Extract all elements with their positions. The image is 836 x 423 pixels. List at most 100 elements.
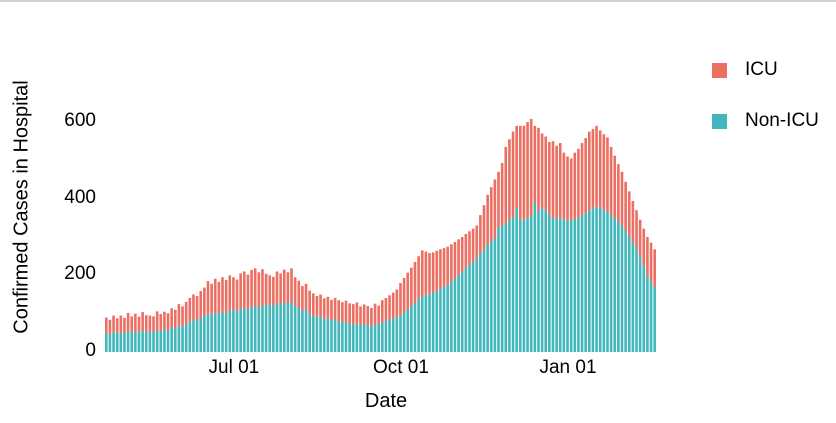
bar-segment-icu	[301, 286, 304, 311]
bar-segment-icu	[646, 237, 649, 276]
bar-segment-icu	[497, 171, 500, 228]
bar-segment-icu	[479, 215, 482, 254]
bar-segment-icu	[642, 228, 646, 267]
bar-segment-icu	[181, 306, 184, 327]
bar-segment-icu	[439, 249, 442, 289]
bar-segment-non-icu	[602, 209, 606, 352]
bar-segment-icu	[624, 181, 627, 231]
bar-segment-non-icu	[555, 218, 558, 352]
bar-segment-icu	[144, 315, 148, 333]
bar-segment-icu	[377, 305, 380, 325]
bar-segment-non-icu	[548, 214, 551, 352]
bar-segment-non-icu	[566, 219, 569, 352]
bar-segment-non-icu	[391, 318, 395, 352]
bar-segment-non-icu	[166, 330, 170, 352]
bar-segment-icu	[399, 283, 402, 316]
bar-segment-non-icu	[497, 227, 500, 352]
bar-segment-non-icu	[479, 253, 482, 352]
bar-segment-icu	[566, 156, 569, 220]
bar-segment-icu	[224, 279, 228, 313]
bar-segment-non-icu	[526, 217, 529, 352]
bar-segment-icu	[522, 125, 526, 220]
bar-segment-icu	[261, 269, 264, 305]
bar-segment-non-icu	[646, 275, 649, 352]
bar-segment-icu	[537, 127, 540, 211]
bar-segment-non-icu	[108, 334, 112, 352]
bar-segment-non-icu	[250, 306, 253, 352]
bar-segment-non-icu	[486, 244, 489, 352]
bar-segment-icu	[598, 130, 602, 208]
bar-segment-non-icu	[388, 319, 391, 352]
bar-segment-icu	[406, 272, 410, 310]
bar-segment-icu	[584, 138, 587, 214]
bar-segment-non-icu	[442, 286, 446, 352]
bar-segment-non-icu	[410, 306, 413, 352]
bar-segment-non-icu	[366, 325, 370, 352]
bar-segment-non-icu	[312, 315, 315, 352]
bar-segment-icu	[344, 300, 348, 322]
bar-segment-icu	[388, 295, 391, 320]
bar-segment-icu	[544, 136, 548, 211]
bar-segment-icu	[446, 246, 449, 285]
bar-segment-icu	[199, 291, 203, 318]
bar-segment-icu	[170, 308, 173, 328]
bar-segment-non-icu	[446, 284, 449, 352]
bar-segment-non-icu	[181, 326, 184, 352]
bar-segment-icu	[115, 318, 119, 334]
bar-segment-non-icu	[475, 258, 479, 352]
bar-segment-non-icu	[235, 311, 239, 352]
bar-segment-non-icu	[177, 325, 181, 352]
bar-segment-icu	[457, 239, 460, 275]
bar-segment-non-icu	[457, 274, 460, 352]
bar-segment-non-icu	[370, 326, 373, 352]
bar-segment-icu	[635, 210, 638, 249]
bar-segment-icu	[337, 300, 341, 322]
bar-segment-icu	[431, 252, 435, 293]
bar-segment-icu	[264, 273, 268, 307]
bar-segment-non-icu	[243, 307, 246, 352]
bar-segment-non-icu	[402, 312, 406, 352]
bar-segment-non-icu	[228, 310, 232, 352]
bar-segment-icu	[588, 131, 591, 211]
bar-segment-icu	[322, 298, 326, 320]
bar-segment-icu	[290, 268, 293, 302]
bar-segment-icu	[558, 143, 562, 218]
bar-segment-icu	[105, 317, 108, 333]
bar-segment-icu	[250, 269, 253, 307]
bar-segment-non-icu	[279, 304, 282, 352]
bar-segment-icu	[152, 316, 155, 333]
bar-segment-icu	[551, 141, 555, 218]
bar-segment-non-icu	[115, 333, 119, 352]
bar-segment-icu	[275, 271, 279, 303]
bar-segment-icu	[649, 242, 653, 282]
bar-segment-non-icu	[344, 321, 348, 352]
y-tick-label: 200	[64, 263, 96, 285]
bar-segment-non-icu	[540, 208, 544, 352]
bar-segment-non-icu	[609, 215, 613, 352]
bar-segment-non-icu	[301, 310, 304, 352]
bar-segment-non-icu	[257, 307, 261, 352]
bar-segment-icu	[540, 133, 544, 209]
bar-segment-icu	[239, 273, 242, 309]
bar-segment-non-icu	[348, 323, 351, 352]
bar-segment-icu	[562, 152, 566, 220]
bar-segment-icu	[272, 276, 275, 306]
bar-segment-icu	[519, 125, 522, 220]
bar-segment-non-icu	[359, 325, 362, 352]
bar-segment-non-icu	[551, 217, 555, 352]
bar-segment-icu	[130, 316, 134, 333]
bar-segment-non-icu	[508, 219, 511, 352]
bar-segment-icu	[203, 287, 206, 316]
bar-segment-icu	[370, 307, 373, 327]
bar-segment-non-icu	[431, 292, 435, 352]
bar-segment-icu	[366, 306, 370, 326]
bar-segment-icu	[417, 256, 420, 300]
bar-segment-icu	[428, 253, 431, 294]
legend-label: ICU	[745, 59, 778, 80]
bar-segment-non-icu	[330, 320, 333, 352]
bar-segment-non-icu	[435, 290, 439, 352]
bar-segment-non-icu	[275, 302, 279, 352]
bar-segment-non-icu	[489, 241, 493, 352]
bar-segment-non-icu	[450, 281, 453, 352]
bar-segment-non-icu	[631, 242, 635, 352]
